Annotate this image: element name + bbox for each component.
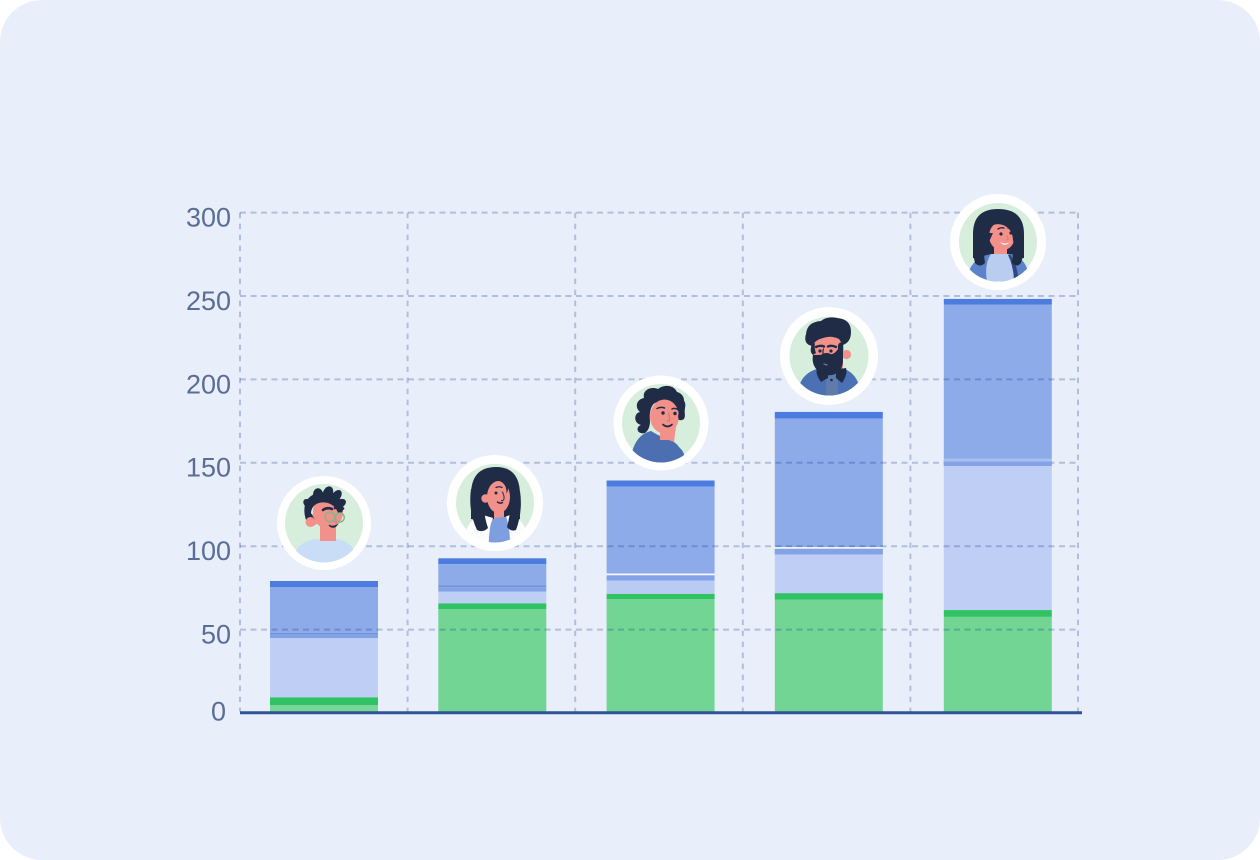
svg-text:300: 300: [186, 203, 231, 233]
svg-text:250: 250: [186, 286, 231, 316]
svg-text:150: 150: [186, 453, 231, 483]
svg-text:100: 100: [186, 536, 231, 566]
svg-text:0: 0: [211, 696, 226, 726]
svg-text:200: 200: [186, 369, 231, 399]
svg-text:50: 50: [201, 620, 231, 650]
